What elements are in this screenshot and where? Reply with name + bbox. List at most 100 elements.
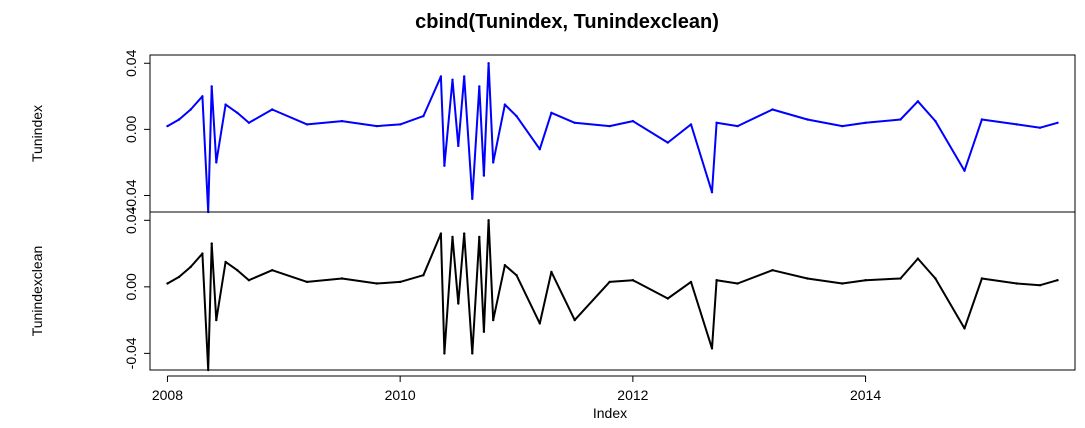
data-point	[550, 270, 553, 274]
data-point	[471, 352, 474, 355]
data-point	[224, 260, 227, 264]
data-point	[224, 103, 227, 106]
data-point	[201, 95, 204, 98]
data-point	[608, 280, 611, 284]
data-point	[864, 121, 867, 125]
data-point	[487, 219, 490, 222]
data-point	[666, 297, 669, 300]
panel-1: -0.04 0.00 0.04 Tunindex	[29, 49, 1076, 214]
data-point	[439, 232, 443, 235]
y-tick-label: 0.00	[123, 273, 139, 300]
data-point	[771, 269, 774, 272]
data-point	[166, 282, 169, 285]
data-point	[201, 252, 204, 255]
data-point	[375, 282, 379, 285]
data-point	[689, 280, 693, 284]
data-point	[305, 280, 309, 284]
data-point	[736, 124, 739, 128]
panel-frame	[149, 54, 1076, 213]
data-point	[806, 118, 809, 121]
data-point	[439, 75, 443, 78]
data-point	[177, 275, 181, 279]
data-point	[715, 121, 718, 125]
data-point	[422, 114, 425, 118]
data-point	[189, 108, 192, 111]
data-point	[608, 124, 611, 128]
data-point	[503, 103, 507, 106]
data-point	[515, 274, 518, 277]
data-point	[841, 282, 844, 285]
data-point	[340, 119, 344, 123]
data-point	[177, 118, 181, 121]
data-point	[980, 118, 984, 121]
x-axis: 2008 2010 2012 2014	[152, 375, 881, 403]
data-point	[463, 75, 466, 78]
data-point	[443, 164, 446, 167]
data-point	[492, 318, 495, 322]
data-point	[934, 277, 937, 280]
data-point	[1056, 121, 1059, 125]
data-point	[487, 62, 490, 65]
data-point	[1038, 126, 1042, 129]
data-point	[916, 257, 920, 260]
data-point	[478, 85, 481, 88]
data-point	[916, 100, 920, 103]
series-line	[167, 219, 1058, 371]
data-point	[457, 302, 460, 305]
data-point	[166, 124, 169, 128]
data-point	[247, 279, 251, 282]
data-point	[457, 144, 460, 148]
y-axis-label: Tunindexclean	[29, 246, 45, 337]
series-line	[167, 62, 1058, 213]
data-point	[305, 123, 309, 126]
data-point	[478, 235, 481, 239]
data-point	[538, 322, 541, 325]
data-point	[422, 274, 425, 277]
data-point	[482, 330, 486, 333]
data-point	[492, 161, 495, 164]
data-point	[934, 119, 937, 123]
panels: -0.04 0.00 0.04 Tunindex -0.04 0.00 0.04 Tunind…	[29, 49, 1076, 372]
data-point	[715, 279, 718, 282]
data-point	[482, 174, 486, 177]
data-point	[503, 264, 507, 267]
y-tick-label: -0.04	[123, 179, 139, 211]
data-point	[247, 121, 251, 125]
data-point	[899, 277, 902, 280]
data-point	[573, 318, 576, 322]
data-point	[215, 161, 218, 164]
y-tick-label: -0.04	[123, 337, 139, 369]
data-point	[463, 232, 466, 235]
y-tick-label: 0.04	[123, 49, 139, 76]
data-point	[573, 121, 576, 125]
x-tick-label: 2008	[152, 387, 183, 403]
panel-2: -0.04 0.00 0.04 Tunindexclean	[29, 206, 1076, 372]
data-point	[710, 191, 714, 194]
y-tick-label: 0.04	[123, 206, 139, 233]
data-point	[666, 141, 669, 144]
y-tick-label: 0.00	[123, 116, 139, 143]
data-point	[771, 108, 774, 111]
data-point	[210, 85, 213, 88]
panel-frame	[149, 211, 1076, 371]
data-point	[451, 235, 454, 239]
data-point	[963, 327, 966, 330]
data-point	[736, 282, 739, 285]
data-point	[271, 269, 274, 272]
data-point	[899, 118, 902, 121]
data-point	[215, 318, 218, 322]
data-point	[631, 279, 635, 282]
data-point	[689, 123, 693, 126]
data-point	[963, 169, 966, 172]
data-point	[451, 78, 454, 82]
data-point	[980, 277, 984, 280]
data-point	[189, 265, 192, 269]
data-point	[538, 148, 541, 151]
data-point	[443, 352, 446, 355]
data-point	[399, 280, 402, 284]
data-point	[841, 124, 844, 128]
data-point	[710, 347, 714, 350]
data-point	[271, 108, 274, 111]
data-point	[515, 114, 518, 118]
